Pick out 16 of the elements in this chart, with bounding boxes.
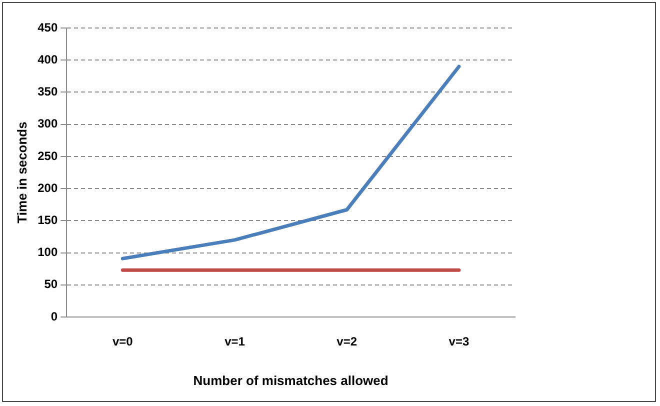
x-tick-label: v=0 <box>112 334 134 349</box>
y-tick-label: 0 <box>50 309 58 324</box>
y-tick-label: 450 <box>38 20 58 34</box>
x-axis-title: Number of mismatches allowed <box>193 372 388 388</box>
x-tick-label: v=2 <box>336 334 358 349</box>
x-tick-label: v=1 <box>224 334 246 349</box>
y-axis-title: Time in seconds <box>14 122 30 224</box>
y-tick-label: 50 <box>44 277 58 292</box>
y-tick-label: 400 <box>38 52 58 66</box>
y-tick-label: 300 <box>38 116 58 131</box>
x-tick-label: v=3 <box>448 334 470 349</box>
y-tick-label: 350 <box>38 84 58 99</box>
y-tick-label: 100 <box>38 245 58 260</box>
y-tick-label: 150 <box>38 212 58 227</box>
y-tick-label: 250 <box>38 148 58 163</box>
y-tick-label: 200 <box>38 180 58 195</box>
